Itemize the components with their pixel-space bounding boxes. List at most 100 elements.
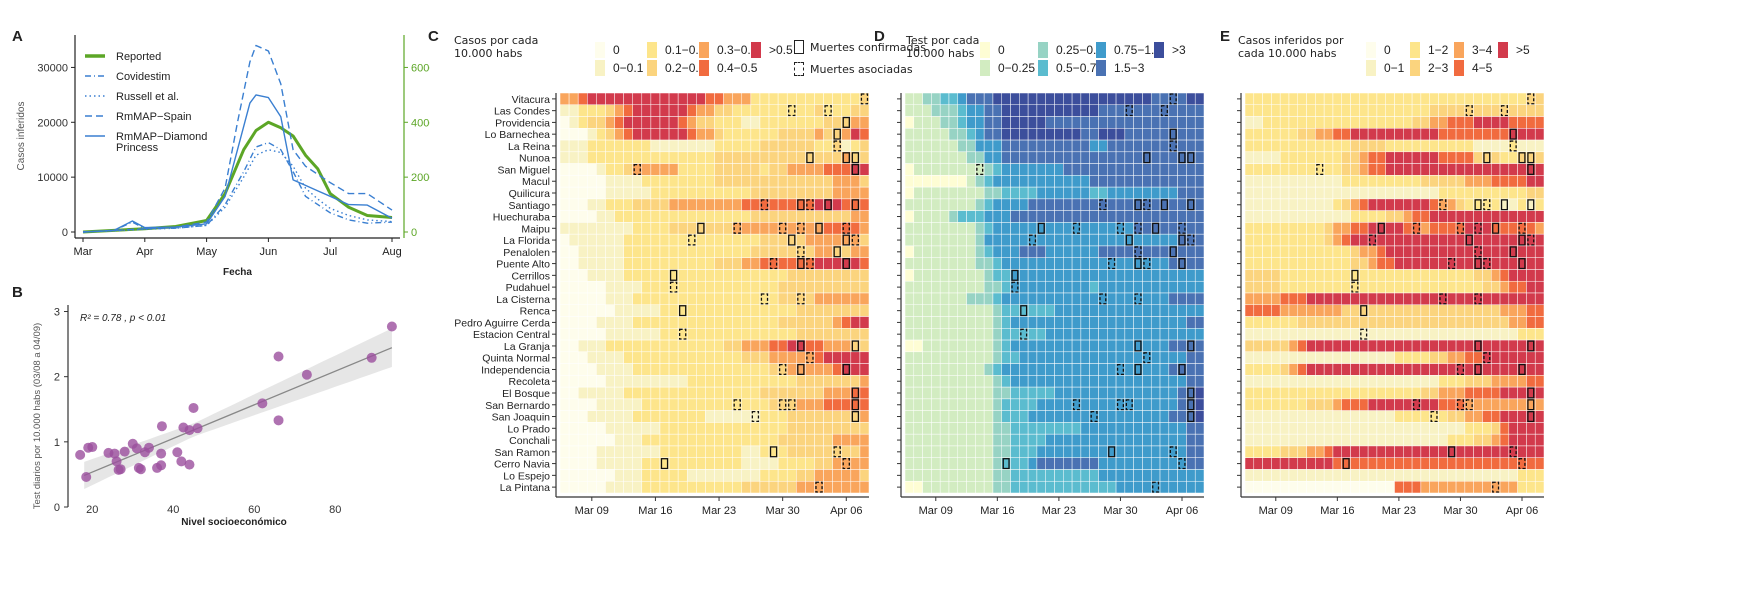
heatmap-cell (1455, 316, 1466, 329)
associated-death-marker-icon (794, 62, 804, 76)
heatmap-cell (1376, 245, 1386, 258)
heatmap-cell (1429, 339, 1439, 353)
heatmap-cell (1455, 292, 1466, 306)
associated-death-marker (806, 352, 814, 364)
confirmed-death-marker (797, 258, 805, 270)
row-label: San Joaquin (492, 412, 551, 424)
heatmap-cell (768, 151, 779, 164)
heatmap-cell (1186, 116, 1196, 129)
heatmap-cell (859, 351, 870, 364)
heatmap-cell (1133, 151, 1143, 164)
heatmap-cell (696, 386, 706, 400)
heatmap-cell (1054, 280, 1064, 294)
heatmap-cell (641, 480, 652, 494)
heatmap-cell (931, 328, 941, 341)
heatmap-cell (1403, 328, 1413, 341)
heatmap-cell (922, 92, 932, 106)
heatmap-cell (741, 304, 752, 317)
heatmap-cell (587, 445, 597, 458)
heatmap-cell (832, 480, 842, 494)
heatmap-cell (1063, 128, 1073, 141)
heatmap-cell (904, 210, 915, 223)
heatmap-cell (1403, 198, 1413, 211)
heatmap-cell (1359, 245, 1369, 258)
heatmap-cell (1115, 457, 1126, 470)
heatmap-cell (741, 163, 752, 176)
heatmap-cell (832, 222, 842, 235)
heatmap-cell (723, 433, 733, 447)
heatmap-cell (939, 328, 950, 341)
legend-item: 0.4−0.5 (699, 60, 757, 76)
heatmap-cell (1253, 163, 1263, 176)
heatmap-cell (1526, 469, 1536, 482)
heatmap-cell (1420, 316, 1430, 329)
heatmap-cell (966, 292, 976, 306)
heatmap-cell (1534, 280, 1545, 294)
heatmap-cell (931, 198, 941, 211)
scatter-point (366, 352, 377, 363)
heatmap-cell (948, 198, 959, 211)
heatmap-cell (1429, 128, 1439, 141)
associated-death-marker (1527, 93, 1535, 105)
heatmap-cell (1001, 210, 1011, 223)
heatmap-cell (1411, 116, 1422, 129)
heatmap-cell (1045, 280, 1055, 294)
associated-death-marker (1465, 399, 1473, 411)
heatmap-cell (786, 433, 797, 447)
heatmap-cell (1150, 245, 1161, 258)
heatmap-cell (1367, 92, 1378, 106)
heatmap-cell (1271, 198, 1281, 211)
heatmap-cell (1403, 139, 1413, 153)
heatmap-cell (1438, 386, 1448, 400)
heatmap-cell (859, 198, 870, 211)
heatmap-cell (1323, 375, 1334, 388)
heatmap-cell (605, 469, 615, 482)
heatmap-cell (1508, 480, 1518, 494)
heatmap-cell (605, 280, 615, 294)
heatmap-cell (741, 269, 752, 282)
heatmap-cell (805, 457, 815, 470)
heatmap-cell (641, 292, 652, 306)
heatmap-cell (1359, 233, 1369, 247)
scatter-point (172, 447, 183, 458)
row-label: Maipu (521, 223, 550, 235)
heatmap-cell (814, 257, 824, 270)
heatmap-cell (577, 245, 588, 258)
heatmap-cell (805, 304, 815, 317)
heatmap-cell (1271, 316, 1281, 329)
heatmap-cell (1010, 257, 1020, 270)
heatmap-cell (1403, 245, 1413, 258)
heatmap-cell (732, 410, 743, 423)
heatmap-cell (948, 257, 959, 270)
heatmap-cell (1394, 433, 1404, 447)
heatmap-cell (1115, 186, 1126, 200)
heatmap-cell (696, 151, 706, 164)
heatmap-cell (623, 445, 633, 458)
heatmap-cell (1385, 92, 1395, 106)
heatmap-cell (605, 292, 615, 306)
heatmap-cell (1001, 163, 1011, 176)
heatmap-cell (1027, 151, 1038, 164)
heatmap-cell (931, 175, 941, 188)
heatmap-cell (823, 233, 833, 247)
heatmap-cell (939, 186, 950, 200)
heatmap-cell (1150, 445, 1161, 458)
legend-item: 0.75−1.5 (1096, 42, 1161, 58)
heatmap-cell (1359, 280, 1369, 294)
heatmap-cell (1098, 104, 1108, 117)
heatmap-cell (1517, 410, 1527, 423)
heatmap-cell (1482, 386, 1492, 400)
heatmap-cell (1534, 304, 1545, 317)
heatmap-cell (957, 163, 967, 176)
legend-title-e: Casos inferidos por cada 10.000 habs (1238, 34, 1344, 60)
heatmap-cell (1054, 398, 1064, 411)
heatmap-cell (1517, 104, 1527, 117)
heatmap-cell (859, 222, 870, 235)
associated-death-marker (1368, 234, 1377, 246)
associated-death-marker (1500, 105, 1508, 117)
heatmap-cell (723, 163, 733, 176)
heatmap-cell (1429, 269, 1439, 282)
heatmap-cell (1036, 410, 1046, 423)
heatmap-cell (1107, 480, 1117, 494)
